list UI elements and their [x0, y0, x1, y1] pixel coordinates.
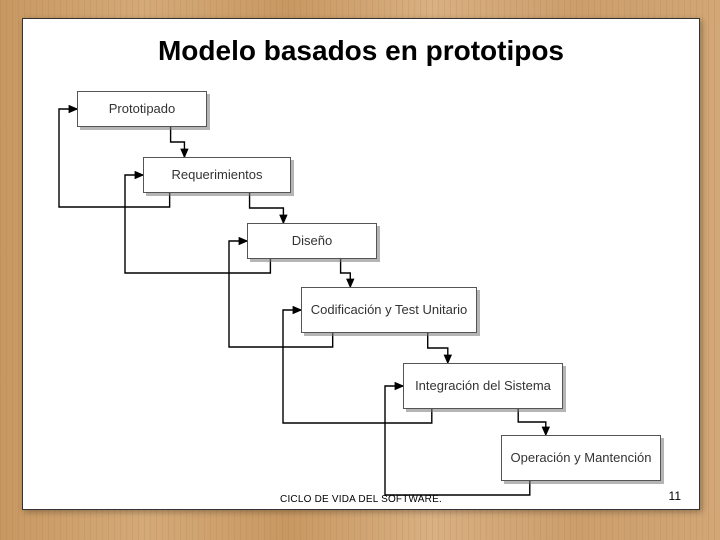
slide-frame: Modelo basados en prototipos Prototipado… — [22, 18, 700, 510]
node-n2: Requerimientos — [143, 157, 291, 193]
page-number: 11 — [669, 489, 681, 503]
node-n4: Codificación y Test Unitario — [301, 287, 477, 333]
slide-title: Modelo basados en prototipos — [23, 35, 699, 67]
node-n6: Operación y Mantención — [501, 435, 661, 481]
node-n3: Diseño — [247, 223, 377, 259]
slide-footer: CICLO DE VIDA DEL SOFTWARE. — [23, 494, 699, 505]
node-n5: Integración del Sistema — [403, 363, 563, 409]
node-n1: Prototipado — [77, 91, 207, 127]
